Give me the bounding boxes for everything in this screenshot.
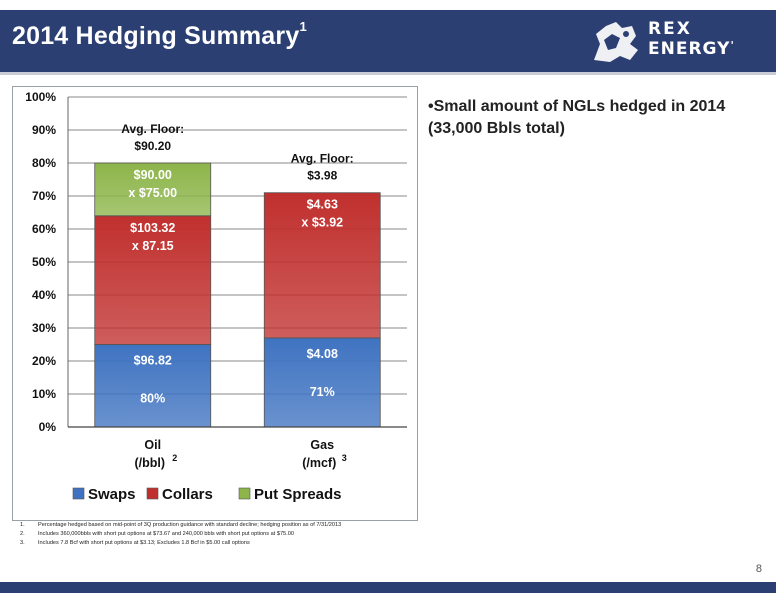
legend-swatch-put-spreads	[238, 487, 251, 500]
logo-emblem-icon	[594, 22, 638, 62]
bar-collars-oil	[94, 215, 212, 345]
legend-label: Swaps	[88, 486, 136, 503]
bar-put-spreads-oil	[94, 162, 212, 217]
page-number: 8	[755, 563, 762, 575]
footnote-2: 2. Includes 360,000bbls with short put op…	[20, 531, 294, 537]
y-tick-label: 20%	[32, 354, 56, 368]
legend-swatch-collars	[146, 487, 159, 500]
footnote-1: 1. Percentage hedged based on mid-point o…	[20, 522, 342, 528]
y-tick-label: 30%	[32, 321, 56, 335]
data-label: $4.63	[307, 198, 338, 212]
y-tick-label: 10%	[32, 387, 56, 401]
data-label: $103.32	[130, 221, 175, 235]
footer-bar	[0, 582, 776, 593]
legend-label: Collars	[162, 486, 213, 503]
x-category-unit: (/mcf)	[302, 456, 336, 470]
slide-title: 2014 Hedging Summary1	[12, 18, 307, 50]
x-category-unit: (/bbl)	[134, 456, 165, 470]
y-tick-label: 60%	[32, 222, 56, 236]
y-tick-label: 40%	[32, 288, 56, 302]
rex-energy-logo: REX ENERGY'	[586, 16, 766, 66]
data-label: x $3.92	[301, 216, 343, 230]
y-tick-label: 50%	[32, 255, 56, 269]
data-label: 71%	[310, 385, 335, 399]
slide-header: 2014 Hedging Summary1 REX ENERGY'	[0, 10, 776, 75]
data-label: x 87.15	[132, 239, 174, 253]
logo-text-energy: ENERGY'	[648, 39, 735, 59]
data-label: $4.08	[307, 347, 338, 361]
footnote-3: 3. Includes 7.8 Bcf with short put option…	[20, 540, 250, 546]
title-footnote-mark: 1	[299, 18, 307, 34]
y-tick-label: 80%	[32, 156, 56, 170]
logo-text-rex: REX	[648, 19, 692, 39]
ngl-bullet-text: •Small amount of NGLs hedged in 2014 (33…	[428, 98, 726, 137]
data-label: 80%	[140, 392, 165, 406]
footnotes: 1. Percentage hedged based on mid-point o…	[20, 521, 500, 548]
avg-floor-annotation: Avg. Floor:	[291, 152, 354, 166]
x-category-label: Gas	[310, 438, 334, 452]
legend-swatch-swaps	[72, 487, 85, 500]
x-category-footnote: 3	[342, 453, 347, 463]
data-label: $90.00	[134, 168, 172, 182]
data-label: $96.82	[134, 354, 172, 368]
y-tick-label: 90%	[32, 123, 56, 137]
stacked-bar-chart: 0% 10% 20% 30% 40% 50% 60% 70% 80% 90% 100% $96.82 8…	[25, 90, 407, 503]
avg-floor-annotation: $90.20	[134, 139, 171, 153]
legend-label: Put Spreads	[254, 486, 342, 503]
bar-collars-gas	[263, 192, 381, 339]
data-label: x $75.00	[128, 186, 177, 200]
x-category-footnote: 2	[172, 453, 177, 463]
y-tick-label: 100%	[25, 90, 56, 104]
y-tick-label: 70%	[32, 189, 56, 203]
x-category-label: Oil	[144, 438, 161, 452]
hedging-chart: 0% 10% 20% 30% 40% 50% 60% 70% 80% 90% 100% $96.82 8…	[12, 86, 418, 521]
avg-floor-annotation: Avg. Floor:	[121, 122, 184, 136]
bar-swaps-oil	[94, 344, 212, 428]
avg-floor-annotation: $3.98	[307, 169, 337, 183]
y-tick-label: 0%	[39, 420, 57, 434]
